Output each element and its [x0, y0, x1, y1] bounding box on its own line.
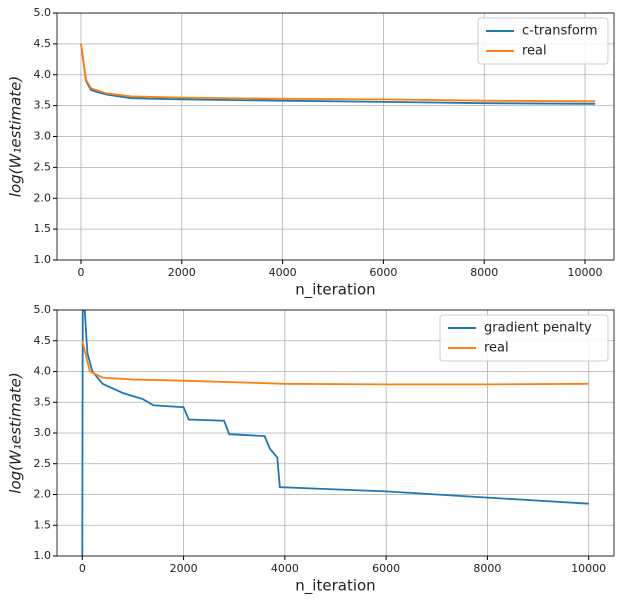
line: [81, 310, 589, 556]
y-tick-label: 1.5: [34, 222, 52, 235]
x-axis-label: n_iteration: [295, 577, 375, 596]
x-tick-label: 6000: [369, 266, 397, 279]
plot-area: [80, 43, 596, 105]
axes-frame: [56, 12, 615, 261]
x-tick-label: 0: [79, 562, 86, 575]
x-tick-label: 6000: [372, 562, 400, 575]
y-tick-label: 3.5: [34, 395, 52, 408]
y-axis-label: log(W₁estimate): [7, 372, 25, 493]
y-tick-label: 3.0: [34, 130, 52, 143]
x-axis-label: n_iteration: [295, 281, 375, 300]
axes-frame: [56, 309, 615, 557]
legend-label: gradient penalty: [484, 321, 592, 336]
y-tick-label: 1.0: [34, 253, 52, 266]
y-axis-label: log(W₁estimate): [7, 76, 25, 197]
line: [80, 43, 596, 103]
y-tick-label: 1.0: [34, 549, 52, 562]
line: [81, 340, 589, 386]
y-tick-label: 2.0: [34, 488, 52, 501]
y-tick-label: 2.5: [34, 457, 52, 470]
x-tick-label: 2000: [170, 562, 198, 575]
x-tick-label: 4000: [269, 266, 297, 279]
x-tick-label: 0: [77, 266, 84, 279]
y-tick-label: 4.5: [34, 334, 52, 347]
x-tick-label: 10000: [568, 266, 603, 279]
y-tick-label: 5.0: [34, 303, 52, 316]
y-tick-label: 4.5: [34, 37, 52, 50]
plot-area: [81, 310, 589, 556]
y-tick-label: 1.5: [34, 518, 52, 531]
x-tick-label: 4000: [271, 562, 299, 575]
legend-box: [439, 314, 609, 362]
legend-box: [477, 17, 609, 65]
legend-label: real: [522, 44, 547, 59]
legend-label: real: [484, 341, 509, 356]
x-tick-label: 10000: [571, 562, 606, 575]
y-tick-label: 5.0: [34, 6, 52, 19]
y-tick-label: 3.5: [34, 99, 52, 112]
x-tick-label: 8000: [470, 266, 498, 279]
y-tick-label: 4.0: [34, 68, 52, 81]
x-tick-label: 8000: [473, 562, 501, 575]
y-tick-label: 2.5: [34, 160, 52, 173]
x-tick-label: 2000: [168, 266, 196, 279]
y-tick-label: 2.0: [34, 191, 52, 204]
legend-label: c-transform: [522, 24, 598, 39]
y-tick-label: 4.0: [34, 365, 52, 378]
y-tick-label: 3.0: [34, 426, 52, 439]
